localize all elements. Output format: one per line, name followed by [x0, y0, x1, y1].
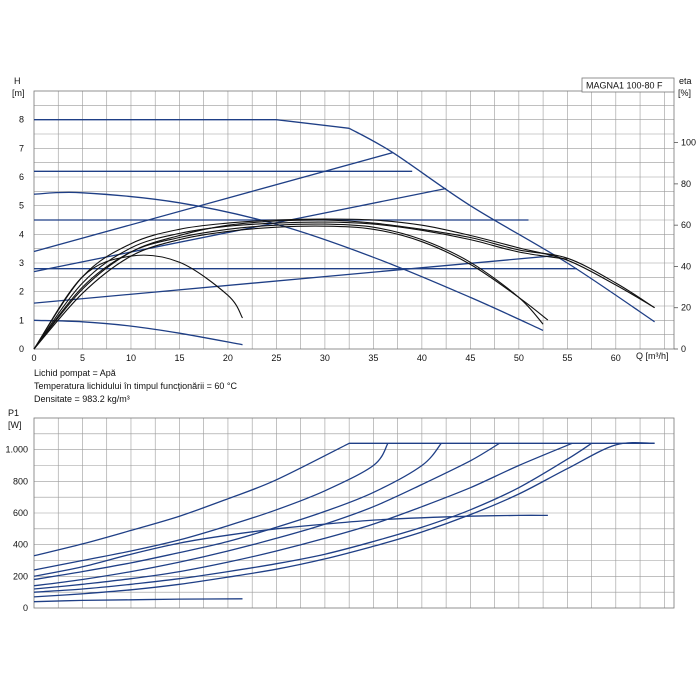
head-series-group [33, 119, 655, 350]
series-p-min-curve [33, 598, 243, 603]
power-y-tick-label: 800 [13, 476, 28, 486]
power-y-tick-label: 400 [13, 540, 28, 550]
power-y-tick-label: 0 [23, 603, 28, 613]
eta-tick-label: 20 [681, 303, 691, 313]
eta-label-symbol: eta [679, 76, 692, 86]
series-p-proportional-low [33, 514, 548, 577]
head-x-tick-label: 5 [80, 353, 85, 363]
power-ylabel-symbol: P1 [8, 408, 19, 418]
head-x-tick-label: 50 [514, 353, 524, 363]
eta-label-unit: [%] [678, 88, 691, 98]
series-efficiency-3 [33, 221, 568, 350]
head-x-tick-label: 10 [126, 353, 136, 363]
eta-tick-label: 80 [681, 179, 691, 189]
eta-tick-label: 0 [681, 344, 686, 354]
series-min-curve [33, 319, 243, 346]
head-x-tick-label: 30 [320, 353, 330, 363]
model-label: MAGNA1 100-80 F [586, 81, 663, 91]
series-efficiency-4 [33, 223, 544, 350]
head-x-tick-label: 0 [31, 353, 36, 363]
head-xlabel: Q [m³/h] [636, 351, 669, 361]
head-x-tick-label: 25 [271, 353, 281, 363]
head-x-tick-label: 35 [368, 353, 378, 363]
series-efficiency-2 [33, 219, 655, 350]
head-x-tick-label: 45 [465, 353, 475, 363]
series-constant-pressure-8-m [34, 119, 350, 129]
series-p-constant-6-2-m [33, 442, 389, 571]
head-x-tick-label: 20 [223, 353, 233, 363]
series-proportional-pressure-low [33, 255, 553, 304]
head-y-tick-label: 3 [19, 258, 24, 268]
note-temperature: Temperatura lichidului în timpul funcţio… [34, 381, 237, 391]
series-max-curve [348, 127, 655, 323]
head-y-tick-label: 1 [19, 315, 24, 325]
head-x-tick-label: 40 [417, 353, 427, 363]
series-p-constant-8-m [33, 442, 655, 557]
power-y-tick-label: 200 [13, 571, 28, 581]
model-label-box [581, 77, 675, 93]
head-ylabel-symbol: H [14, 76, 21, 86]
power-series-group [33, 441, 655, 603]
series-p-proportional-high [33, 442, 500, 587]
series-efficiency-5 [33, 225, 549, 350]
head-x-tick-label: 55 [562, 353, 572, 363]
head-x-ticks: 0 5 10 15 20 25 30 35 40 45 50 55 60 [31, 353, 620, 363]
series-p-proportional-mid [33, 442, 573, 590]
head-y-tick-label: 6 [19, 172, 24, 182]
series-efficiency-6 [33, 254, 243, 350]
head-y-tick-label: 5 [19, 201, 24, 211]
series-efficiency-1 [33, 218, 655, 350]
power-y-tick-label: 600 [13, 508, 28, 518]
series-speed-curve-5-4-m [33, 191, 544, 331]
head-x-tick-label: 15 [174, 353, 184, 363]
series-p-constant-4-5-m [33, 442, 442, 581]
head-y-tick-label: 8 [19, 115, 24, 125]
power-chart: 0 200 400 600 800 1.000 P1 [W] [5, 408, 675, 613]
series-p-speed-5-4-m [33, 441, 655, 598]
eta-tick-label: 60 [681, 220, 691, 230]
power-ylabel-unit: [W] [8, 420, 22, 430]
eta-tick-label: 40 [681, 261, 691, 271]
power-grid [34, 418, 674, 608]
power-plot-frame [33, 417, 675, 609]
head-y-tick-label: 0 [19, 344, 24, 354]
power-y-tick-label: 1.000 [5, 445, 28, 455]
head-y-tick-label: 2 [19, 287, 24, 297]
head-y-ticks: 0 1 2 3 4 5 6 7 8 [19, 115, 24, 354]
eta-y-ticks: 0 20 40 60 80 100 [674, 138, 696, 354]
head-x-tick-label: 60 [611, 353, 621, 363]
series-proportional-pressure-high [33, 151, 393, 253]
note-fluid: Lichid pompat = Apă [34, 368, 116, 378]
head-y-tick-label: 4 [19, 229, 24, 239]
head-ylabel-unit: [m] [12, 88, 25, 98]
note-density: Densitate = 983.2 kg/m³ [34, 394, 130, 404]
power-y-ticks: 0 200 400 600 800 1.000 [5, 445, 28, 613]
head-y-tick-label: 7 [19, 143, 24, 153]
eta-tick-label: 100 [681, 138, 696, 148]
series-p-constant-2-8-m [33, 442, 592, 593]
